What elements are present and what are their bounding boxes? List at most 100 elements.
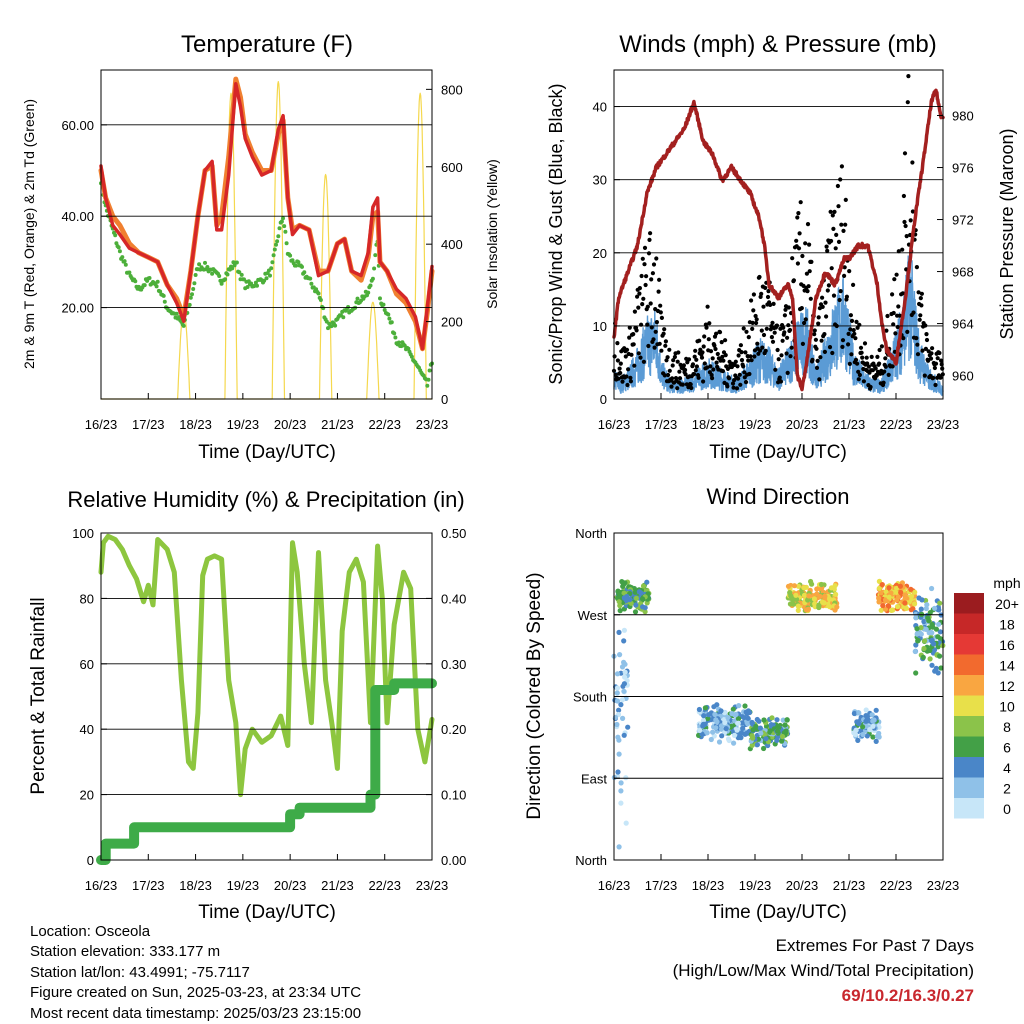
dewpoint-point <box>262 278 267 283</box>
dewpoint-point <box>333 323 338 328</box>
direction-xtick-label: 20/23 <box>786 878 819 893</box>
winds-ylabel-right: Station Pressure (Maroon) <box>997 128 1017 339</box>
wind-gust-point <box>705 365 710 370</box>
direction-ylabel-left: Direction (Colored By Speed) <box>524 572 545 819</box>
direction-point <box>863 707 869 713</box>
wind-gust-point <box>637 286 643 291</box>
temperature-xlabel: Time (Day/UTC) <box>198 442 336 463</box>
wind-gust-point <box>715 351 720 357</box>
wind-gust-point <box>763 285 768 290</box>
temperature-ytick-right-label: 400 <box>441 237 463 252</box>
dewpoint-point <box>300 264 304 269</box>
wind-gust-point <box>625 382 630 388</box>
dewpoint-point <box>147 276 152 280</box>
wind-gust-point <box>650 271 656 276</box>
humidity-panel: Relative Humidity (%) & Precipitation (i… <box>28 487 466 923</box>
wind-gust-point <box>859 350 864 355</box>
winds-xtick-label: 16/23 <box>598 417 631 432</box>
speed-legend-swatch <box>954 634 984 655</box>
direction-point <box>915 637 921 644</box>
wind-gust-point <box>618 361 623 366</box>
winds-title: Winds (mph) & Pressure (mb) <box>619 31 936 58</box>
direction-point <box>909 593 915 599</box>
direction-point <box>706 712 712 718</box>
wind-gust-point <box>753 313 758 319</box>
temperature-title: Temperature (F) <box>181 31 353 58</box>
dewpoint-point <box>341 315 346 320</box>
temperature-xtick-label: 16/23 <box>85 417 118 432</box>
wind-gust-point <box>701 379 706 384</box>
wind-gust-point <box>692 354 697 359</box>
direction-point <box>874 733 881 739</box>
wind-gust-point <box>919 291 925 296</box>
wind-gust-point <box>841 228 846 233</box>
wind-gust-point <box>694 357 699 362</box>
direction-point <box>898 589 904 596</box>
direction-point <box>731 732 738 739</box>
winds-ytick-right-label: 980 <box>952 109 974 124</box>
direction-point <box>871 717 877 723</box>
dewpoint-point <box>396 340 401 345</box>
wind-gust-point <box>746 358 751 363</box>
humidity-ytick-label: 100 <box>72 526 94 541</box>
direction-point <box>921 645 927 652</box>
dewpoint-point <box>234 260 239 265</box>
winds-xtick-label: 17/23 <box>645 417 678 432</box>
wind-gust-point <box>883 364 888 369</box>
direction-point <box>640 583 647 589</box>
wind-gust-point <box>809 259 814 264</box>
wind-gust-point <box>748 354 753 359</box>
direction-point <box>808 578 814 585</box>
dewpoint-point <box>210 271 215 276</box>
wind-gust-point <box>768 302 773 307</box>
winds-ytick-right-label: 968 <box>952 265 974 280</box>
direction-point <box>745 715 751 721</box>
direction-ticks: North East South West North 16/23 17/23 18/23 19… <box>573 526 959 893</box>
winds-ytick-label: 0 <box>600 392 607 407</box>
speed-legend-label: 4 <box>1003 760 1011 776</box>
wind-gust-point <box>659 348 664 353</box>
wind-gust-point <box>663 343 668 348</box>
wind-gust-point <box>902 219 907 225</box>
direction-ytick-label: North <box>575 853 607 868</box>
direction-xtick-label: 18/23 <box>692 878 725 893</box>
wind-gust-point <box>656 289 661 294</box>
wind-gust-point <box>765 294 771 300</box>
dewpoint-point <box>275 239 280 244</box>
direction-point <box>774 737 780 744</box>
humidity-ytick-label: 60 <box>80 657 94 672</box>
wind-gust-point <box>702 361 707 366</box>
speed-legend-swatch <box>954 613 984 634</box>
direction-point <box>897 583 904 589</box>
wind-gust-point <box>717 330 723 335</box>
direction-point <box>739 720 745 726</box>
wind-gust-point <box>901 193 907 199</box>
wind-gust-point <box>778 379 784 384</box>
wind-gust-point <box>700 350 705 355</box>
dewpoint-point <box>321 306 326 311</box>
direction-xlabel: Time (Day/UTC) <box>709 902 847 923</box>
direction-point <box>818 581 825 588</box>
wind-gust-point <box>817 377 822 382</box>
direction-point <box>806 593 812 599</box>
temperature-xtick-label: 17/23 <box>132 417 165 432</box>
wind-gust-point <box>939 358 944 363</box>
dewpoint-point <box>191 287 196 291</box>
wind-gust-point <box>844 294 850 299</box>
wind-gust-point <box>782 330 787 335</box>
dewpoint-point <box>294 263 299 268</box>
wind-gust-point <box>877 347 882 353</box>
wind-gust-point <box>648 301 653 306</box>
direction-point <box>615 734 621 740</box>
wind-gust-point <box>746 335 751 340</box>
direction-point <box>616 751 622 757</box>
wind-gust-point <box>769 335 775 340</box>
dewpoint-point <box>309 281 314 286</box>
direction-point <box>795 607 801 614</box>
direction-point <box>816 602 822 609</box>
direction-point <box>860 724 866 730</box>
winds-xlabel: Time (Day/UTC) <box>709 442 847 463</box>
dewpoint-point <box>181 323 186 328</box>
wind-gust-point <box>712 343 717 348</box>
wind-gust-point <box>890 364 895 369</box>
